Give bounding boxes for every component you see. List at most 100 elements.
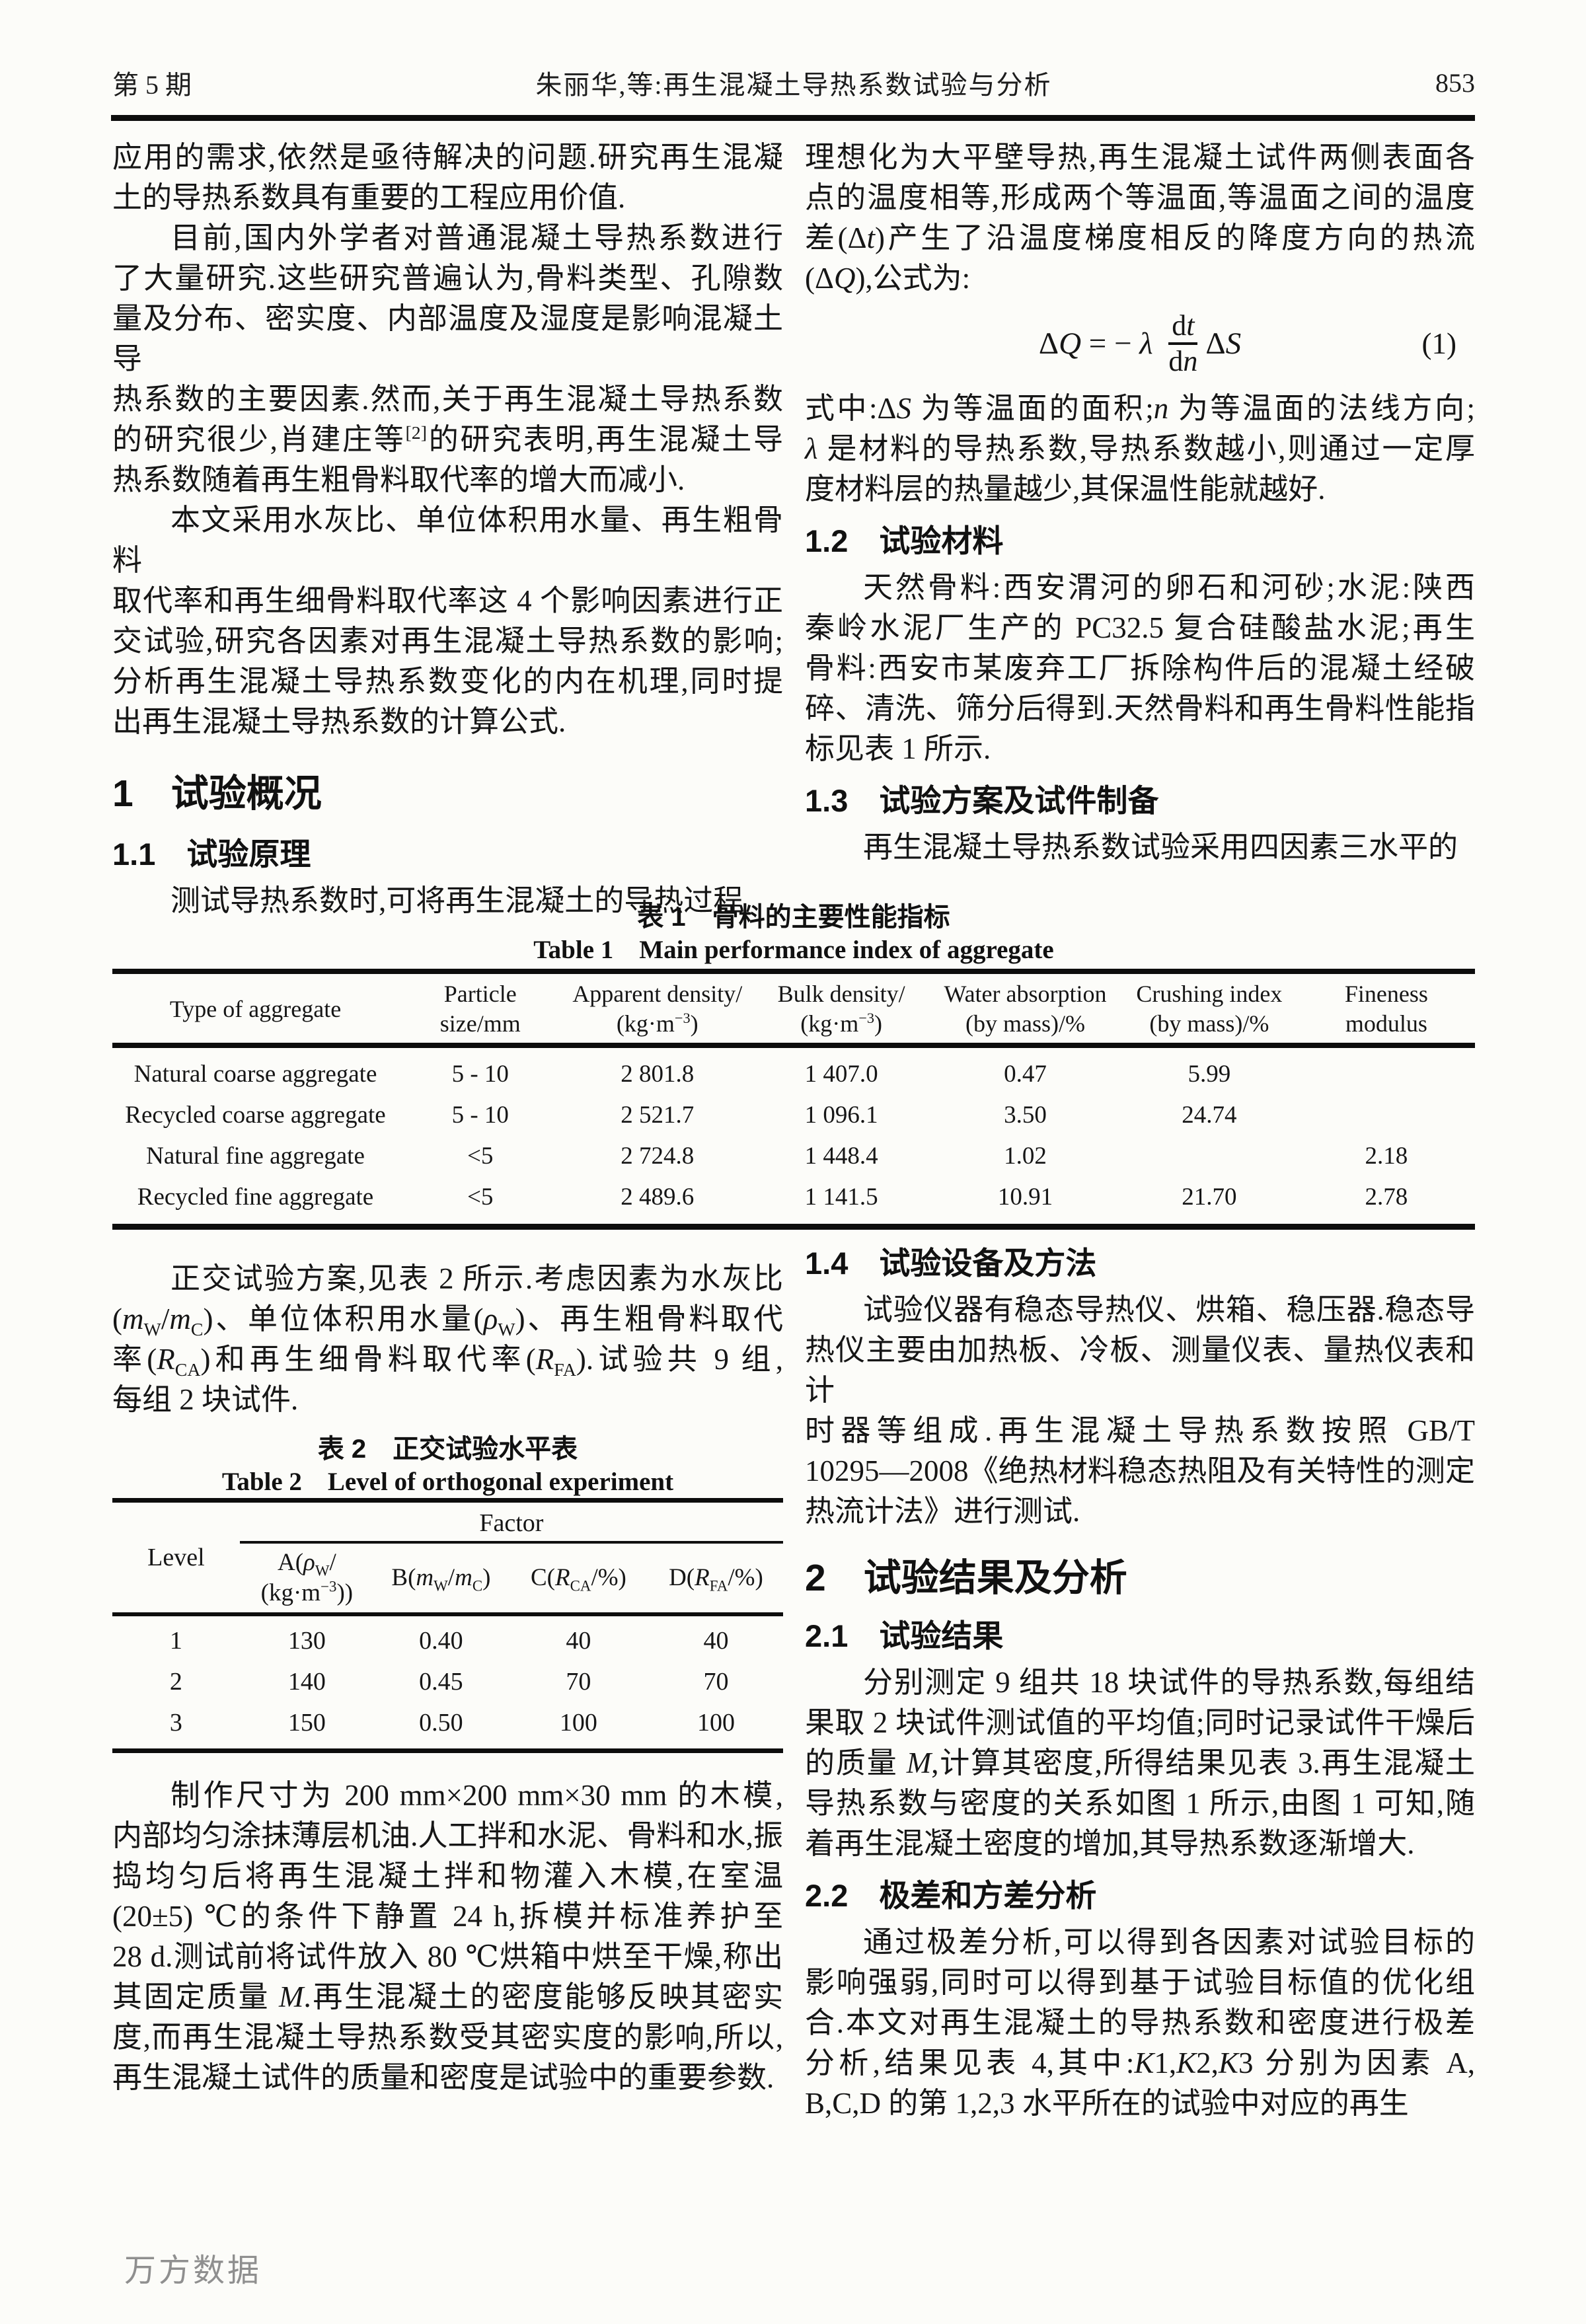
table-cell: Recycled coarse aggregate — [125, 1101, 386, 1129]
paragraph: 试验仪器有稳态导热仪、烘箱、稳压器.稳态导 热仪主要由加热板、冷板、测量仪表、量热… — [805, 1290, 1475, 1532]
table2-title-en: Table 2 Level of orthogonal experiment — [221, 1468, 674, 1496]
table-cell: 0.50 — [419, 1709, 463, 1737]
text-line: 导热系数与密度的关系如图 1 所示,由图 1 可知,随 — [805, 1787, 1475, 1820]
table-row: 3 150 0.50 100 100 — [112, 1702, 783, 1743]
text-line: 热系数的主要因素.然而,关于再生混凝土导热系数 — [112, 383, 783, 416]
text-line: 内部均匀涂抹薄层机油.人工拌和水泥、骨料和水,振 — [112, 1819, 783, 1852]
paragraph: 通过极差分析,可以得到各因素对试验目标的影响强弱,同时可以得到基于试验目标值的优… — [805, 1922, 1475, 2124]
table-cell: 150 — [287, 1709, 326, 1737]
equation-number: (1) — [1421, 327, 1456, 360]
text-line: 热系数随着再生粗骨料取代率的增大而减小. — [112, 463, 685, 496]
left-column-bottom: 正交试验方案,见表 2 所示.考虑因素为水灰比 (mW/mC)、单位体积用水量(ρ… — [112, 1259, 783, 2098]
header-line: B(mW/mC) — [391, 1564, 491, 1594]
text-line: 分析,结果见表 4,其中:K1,K2,K3 分别为因素 A, — [805, 2046, 1475, 2080]
page-number: 853 — [1435, 67, 1475, 98]
text-line: 其固定质量 M.再生混凝土的密度能够反映其密实 — [112, 1980, 783, 2013]
table1-header-rule — [112, 1043, 1475, 1048]
text-line: 果取 2 块试件测试值的平均值;同时记录试件干燥后 — [805, 1706, 1475, 1739]
subsection-heading-1-3: 1.3 试验方案及试件制备 — [805, 783, 1159, 818]
text-line: 应用的需求,依然是亟待解决的问题.研究再生混凝 — [112, 141, 783, 174]
header-line: Fineness — [1344, 981, 1428, 1007]
text-line: 通过极差分析,可以得到各因素对试验目标的 — [863, 1926, 1475, 1959]
table-cell: 2.78 — [1365, 1183, 1408, 1211]
table-cell: 70 — [703, 1668, 729, 1696]
table-cell: 1 096.1 — [804, 1101, 878, 1129]
text-line: 土的导热系数具有重要的工程应用价值. — [112, 181, 626, 214]
factor-spanner-header: Factor — [239, 1503, 783, 1544]
table-row: Recycled fine aggregate <5 2 489.6 1 141… — [112, 1176, 1475, 1217]
header-line: (by mass)/% — [965, 1010, 1085, 1037]
text-line: 取代率和再生细骨料取代率这 4 个影响因素进行正 — [112, 584, 783, 617]
table-cell: 21.70 — [1182, 1183, 1237, 1211]
table-row: 1 130 0.40 40 40 — [112, 1620, 783, 1661]
table-cell: 0.40 — [419, 1627, 463, 1655]
running-title: 朱丽华,等:再生混凝土导热系数试验与分析 — [535, 70, 1052, 100]
text-line: 的质量 M,计算其密度,所得结果见表 3.再生混凝土 — [805, 1746, 1475, 1780]
table-cell: 2 — [169, 1668, 182, 1696]
header-line: modulus — [1345, 1010, 1427, 1037]
paragraph: 制作尺寸为 200 mm×200 mm×30 mm 的木模, 内部均匀涂抹薄层机油… — [112, 1776, 783, 2098]
table-cell: 100 — [697, 1709, 735, 1737]
text-line: 骨料:西安市某废弃工厂拆除构件后的混凝土经破 — [805, 652, 1475, 685]
table-cell: 10.91 — [997, 1183, 1053, 1211]
paragraph: 测试导热系数时,可将再生混凝土的导热过程 — [112, 881, 783, 921]
text-line: 影响强弱,同时可以得到基于试验目标值的优化组 — [805, 1966, 1475, 1999]
text-line: (ΔQ),公式为: — [805, 262, 971, 295]
left-column-top: 应用的需求,依然是亟待解决的问题.研究再生混凝 土的导热系数具有重要的工程应用价值… — [112, 137, 783, 921]
table-cell: 0.45 — [419, 1668, 463, 1696]
text-line: 测试导热系数时,可将再生混凝土的导热过程 — [170, 884, 743, 917]
text-line: 热仪主要由加热板、冷板、测量仪表、量热仪表和计 — [805, 1333, 1475, 1407]
table-cell: 2 724.8 — [621, 1142, 695, 1170]
journal-issue: 第 5 期 — [112, 70, 192, 100]
table-cell: 1.02 — [1004, 1142, 1047, 1170]
table-row: 2 140 0.45 70 70 — [112, 1661, 783, 1702]
paragraph: 分别测定 9 组共 18 块试件的导热系数,每组结果取 2 块试件测试值的平均值… — [805, 1663, 1475, 1864]
text-line: 本文采用水灰比、单位体积用水量、再生粗骨料 — [112, 504, 783, 577]
right-column-bottom: 1.4 试验设备及方法 试验仪器有稳态导热仪、烘箱、稳压器.稳态导 热仪主要由加热… — [805, 1244, 1475, 2124]
table-cell: 40 — [703, 1627, 729, 1655]
section-heading-1: 1 试验概况 — [112, 772, 322, 815]
table-row: Natural coarse aggregate 5 - 10 2 801.8 … — [112, 1053, 1475, 1094]
header-line: Crushing index — [1136, 981, 1283, 1007]
text-line: 再生混凝土导热系数试验采用四因素三水平的 — [863, 831, 1458, 864]
table-cell: 24.74 — [1182, 1101, 1237, 1129]
table1-header-row: Type of aggregate Particle size/mm Appare… — [112, 974, 1475, 1043]
table-cell: 2 489.6 — [621, 1183, 695, 1211]
table-cell: 3.50 — [1004, 1101, 1047, 1129]
text-line: 出再生混凝土导热系数的计算公式. — [112, 705, 566, 738]
fraction-numerator: dt — [1172, 309, 1195, 342]
text-line: 度,而再生混凝土导热系数受其密实度的影响,所以, — [112, 2021, 783, 2054]
paragraph: 正交试验方案,见表 2 所示.考虑因素为水灰比 (mW/mC)、单位体积用水量(ρ… — [112, 1259, 783, 1420]
header-line: (kg·m−3) — [616, 1010, 699, 1037]
header-line: Apparent density/ — [572, 981, 743, 1007]
table-cell — [1298, 1053, 1475, 1094]
header-line: C(RCA/%) — [530, 1564, 626, 1594]
table1-title-zh: 表 1 骨料的主要性能指标 — [637, 903, 950, 932]
table1-body: Natural coarse aggregate 5 - 10 2 801.8 … — [112, 1048, 1475, 1224]
column-header: Water absorption (by mass)/% — [930, 979, 1121, 1039]
equation-rhs: ΔS — [1205, 326, 1242, 361]
table-cell: 0.47 — [1004, 1060, 1047, 1088]
text-line: 交试验,研究各因素对再生混凝土导热系数的影响; — [112, 624, 783, 657]
table2-header-rule — [112, 1612, 783, 1616]
table-cell: 40 — [566, 1627, 591, 1655]
header-line: Type of aggregate — [169, 995, 342, 1022]
right-column-top: 理想化为大平壁导热,再生混凝土试件两侧表面各 点的温度相等,形成两个等温面,等温面… — [805, 137, 1475, 868]
paragraph: 天然骨料:西安渭河的卵石和河砂;水泥:陕西 秦岭水泥厂生产的 PC32.5 复合硅… — [805, 568, 1475, 769]
running-head: 第 5 期 朱丽华,等:再生混凝土导热系数试验与分析 853 — [112, 63, 1475, 102]
table-cell: 140 — [287, 1668, 326, 1696]
table-cell: 5.99 — [1188, 1060, 1231, 1088]
table-cell — [1121, 1135, 1298, 1176]
text-line: 分别测定 9 组共 18 块试件的导热系数,每组结 — [863, 1666, 1475, 1699]
table-cell: 1 141.5 — [804, 1183, 878, 1211]
table-cell: 1 448.4 — [804, 1142, 878, 1170]
table-cell: 2 801.8 — [621, 1060, 695, 1088]
text-line: 度材料层的热量越少,其保温性能就越好. — [805, 472, 1326, 506]
text-line: 了大量研究.这些研究普遍认为,骨料类型、孔隙数 — [112, 262, 783, 295]
table1-block: 表 1 骨料的主要性能指标 Table 1 Main performance i… — [112, 900, 1475, 1230]
text-line: 着再生混凝土密度的增加,其导热系数逐渐增大. — [805, 1827, 1415, 1860]
text-line: 天然骨料:西安渭河的卵石和河砂;水泥:陕西 — [863, 571, 1475, 604]
text-line: 式中:ΔS 为等温面的面积;n 为等温面的法线方向; — [805, 392, 1475, 425]
text-line: B,C,D 的第 1,2,3 水平所在的试验中对应的再生 — [805, 2087, 1409, 2120]
paragraph: 应用的需求,依然是亟待解决的问题.研究再生混凝 土的导热系数具有重要的工程应用价值… — [112, 137, 783, 218]
